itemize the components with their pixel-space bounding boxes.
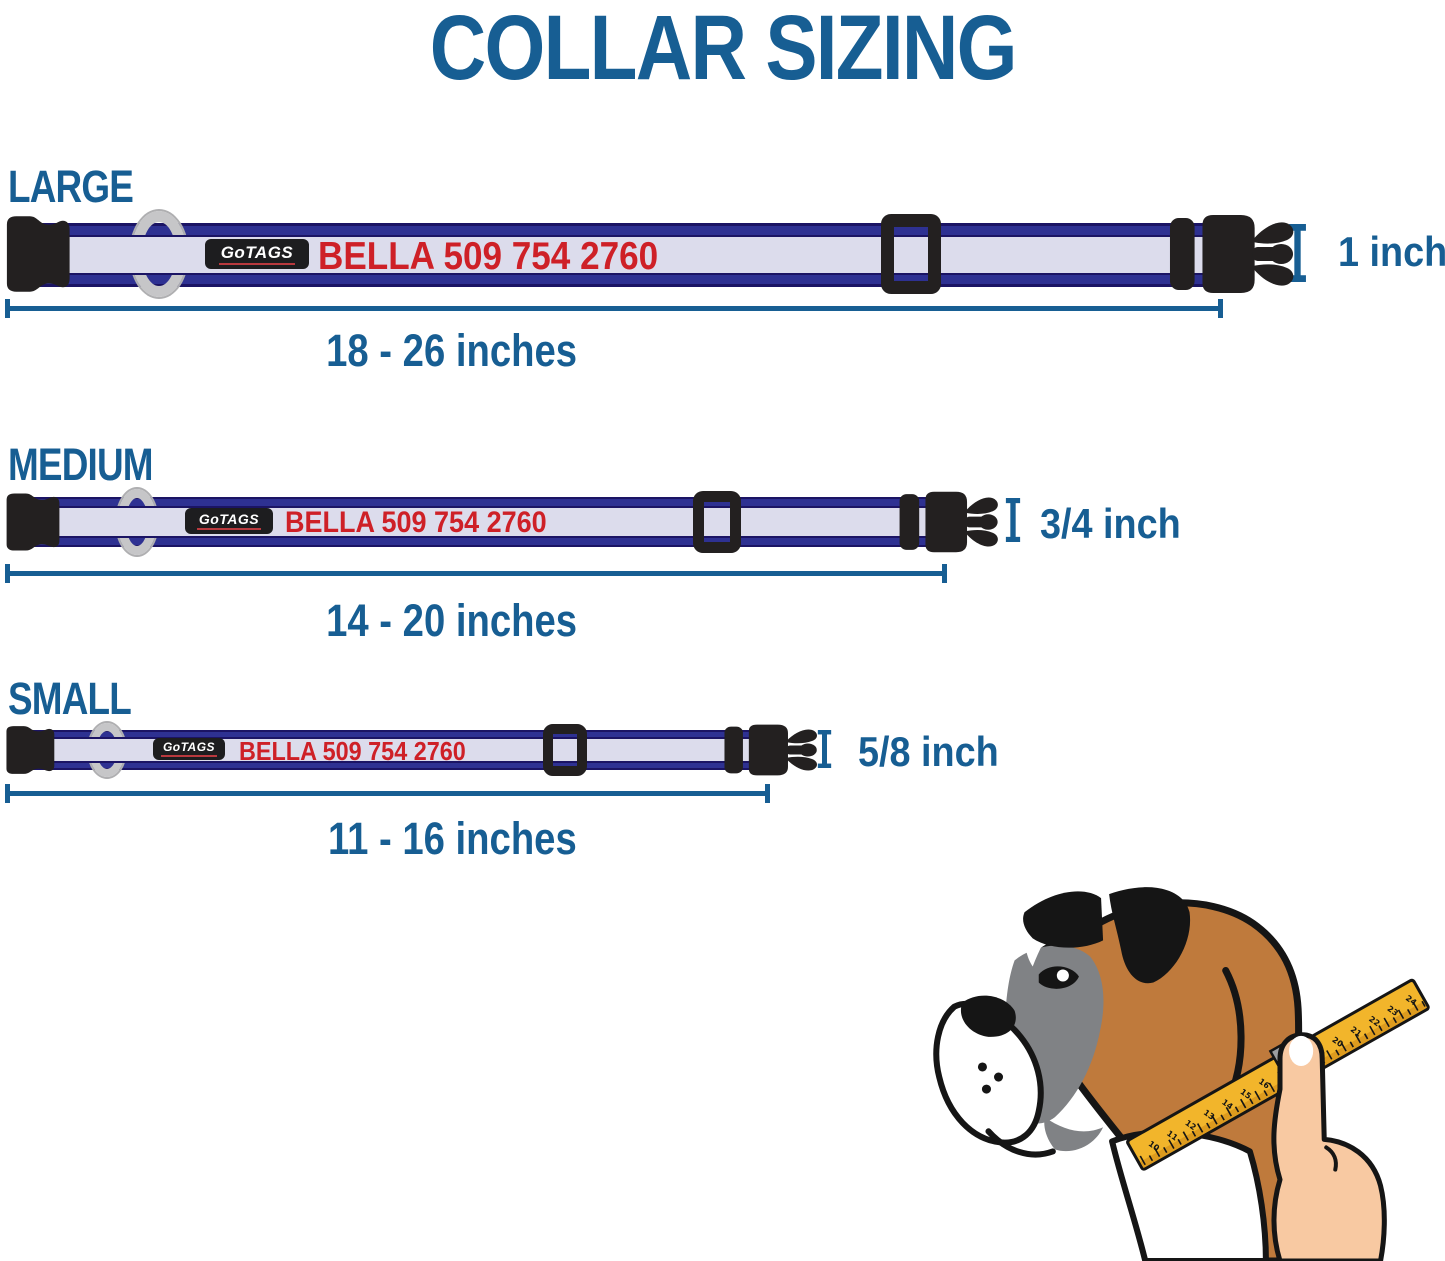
jaw-shadow (1044, 1117, 1104, 1152)
personalized-text: BELLA 509 754 2760 (239, 736, 466, 766)
dog-jowls (933, 1000, 1044, 1146)
page-title: COLLAR SIZING (0, 2, 1445, 94)
width-gauge-icon (817, 730, 832, 768)
female-buckle-icon (6, 726, 55, 774)
collar-illustration-small: GoTAGS BELLA 509 754 2760 (5, 723, 835, 777)
knuckle-line (1324, 1145, 1338, 1172)
width-gauge-icon (1005, 498, 1021, 542)
page-title-text: COLLAR SIZING (429, 0, 1017, 99)
dog-nose (960, 995, 1016, 1037)
brand-patch-label: GoTAGS (218, 244, 296, 265)
tri-glide-slider (881, 214, 941, 294)
tri-glide-slider (543, 724, 587, 776)
female-buckle-icon (6, 493, 60, 551)
personalized-text: BELLA 509 754 2760 (318, 235, 659, 278)
female-buckle-icon (6, 216, 70, 292)
collar-strap (31, 497, 931, 547)
brand-patch: GoTAGS (153, 738, 225, 760)
collar-illustration-medium: GoTAGS BELLA 509 754 2760 (5, 489, 1015, 555)
brand-patch-label: GoTAGS (196, 512, 262, 530)
male-buckle-icon (899, 491, 998, 553)
length-line-large (5, 299, 1223, 318)
dog-neck-measuring-illustration: 101112131415161718192021222324 (933, 887, 1430, 1261)
length-label-large: 18 - 26 inches (326, 325, 578, 376)
personalized-text: BELLA 509 754 2760 (285, 506, 547, 539)
collar-strap-center (29, 737, 755, 763)
male-buckle-icon (1169, 215, 1294, 293)
tri-glide-slider (693, 491, 741, 553)
length-label-medium: 14 - 20 inches (326, 595, 578, 646)
length-line-medium (5, 564, 947, 583)
length-label-small: 11 - 16 inches (327, 813, 577, 864)
size-heading-small: SMALL (8, 673, 132, 724)
brand-patch-label: GoTAGS (160, 741, 218, 757)
collar-strap (29, 730, 755, 770)
dog-ear-left (1023, 891, 1104, 948)
mouth-line (985, 1128, 1056, 1158)
whisker-dot (981, 1084, 991, 1094)
width-gauge-icon (1289, 224, 1306, 282)
fingernail (1289, 1035, 1314, 1066)
width-label-medium: 3/4 inch (1040, 500, 1181, 547)
dog-ear-right (1109, 887, 1191, 984)
whisker-dot (994, 1072, 1004, 1082)
size-heading-large: LARGE (8, 161, 134, 212)
size-heading-medium: MEDIUM (8, 439, 154, 490)
collar-strap-center (31, 506, 931, 538)
brand-patch: GoTAGS (205, 239, 309, 269)
width-label-small: 5/8 inch (858, 728, 999, 775)
length-line-small (5, 784, 770, 803)
collar-illustration-large: GoTAGS BELLA 509 754 2760 (5, 211, 1305, 297)
brand-patch: GoTAGS (185, 508, 273, 534)
male-buckle-icon (724, 724, 817, 776)
whisker-dot (977, 1062, 987, 1072)
eye-glint (1056, 969, 1069, 982)
width-label-large: 1 inch (1338, 228, 1445, 275)
